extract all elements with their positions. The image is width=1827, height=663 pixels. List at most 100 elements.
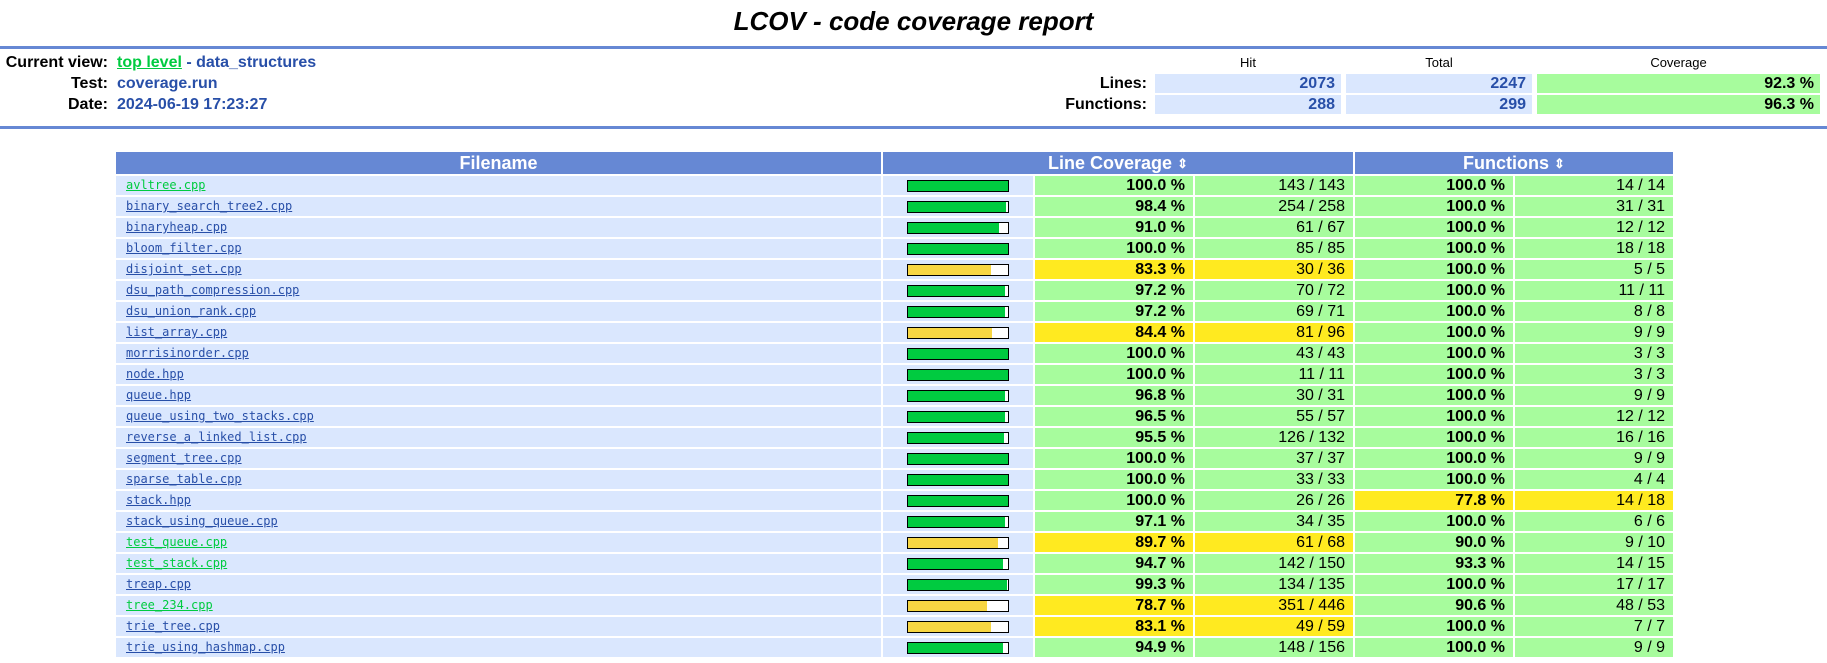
coverage-bar-cell — [883, 323, 1033, 342]
file-link[interactable]: disjoint_set.cpp — [126, 262, 242, 276]
function-coverage-percent: 100.0 % — [1355, 197, 1513, 216]
line-coverage-count: 85 / 85 — [1195, 239, 1353, 258]
top-level-link[interactable]: top level — [117, 54, 182, 71]
filename-cell: sparse_table.cpp — [116, 470, 881, 489]
coverage-bar-cell — [883, 596, 1033, 615]
file-link[interactable]: test_stack.cpp — [126, 556, 228, 570]
filename-cell: treap.cpp — [116, 575, 881, 594]
file-link[interactable]: bloom_filter.cpp — [126, 241, 242, 255]
summary-header-row: Hit Total Coverage — [1058, 53, 1820, 74]
coverage-bar-fill — [908, 348, 1008, 359]
line-coverage-percent: 100.0 % — [1035, 344, 1193, 363]
function-coverage-percent: 100.0 % — [1355, 218, 1513, 237]
coverage-bar-cell — [883, 407, 1033, 426]
coverage-bar-cell — [883, 239, 1033, 258]
coverage-bar-cell — [883, 197, 1033, 216]
coverage-bar — [907, 473, 1009, 486]
filename-header[interactable]: Filename — [116, 152, 881, 174]
file-link[interactable]: stack.hpp — [126, 493, 192, 507]
coverage-bar-fill — [908, 243, 1008, 254]
function-coverage-percent: 100.0 % — [1355, 386, 1513, 405]
line-coverage-header[interactable]: Line Coverage ⇕ — [883, 152, 1353, 174]
file-link[interactable]: trie_using_hashmap.cpp — [126, 640, 285, 654]
functions-hit: 288 — [1155, 95, 1341, 114]
coverage-bar-fill — [908, 369, 1008, 380]
file-link[interactable]: dsu_path_compression.cpp — [126, 283, 300, 297]
file-link[interactable]: test_queue.cpp — [126, 535, 228, 549]
file-link[interactable]: reverse_a_linked_list.cpp — [126, 430, 307, 444]
coverage-bar — [907, 179, 1009, 192]
functions-header[interactable]: Functions ⇕ — [1355, 152, 1673, 174]
file-link[interactable]: queue_using_two_stacks.cpp — [126, 409, 314, 423]
table-row: dsu_union_rank.cpp 97.2 % 69 / 71 100.0 % 8 … — [116, 302, 1673, 321]
functions-total: 299 — [1346, 95, 1532, 114]
coverage-bar — [907, 326, 1009, 339]
coverage-bar-fill — [908, 201, 1006, 212]
coverage-bar-fill — [908, 390, 1005, 401]
coverage-bar-fill — [908, 222, 999, 233]
function-coverage-percent: 100.0 % — [1355, 365, 1513, 384]
table-row: queue_using_two_stacks.cpp 96.5 % 55 / 57 1… — [116, 407, 1673, 426]
sort-updown-icon[interactable]: ⇕ — [1554, 155, 1565, 171]
line-coverage-percent: 96.8 % — [1035, 386, 1193, 405]
coverage-bar-cell — [883, 533, 1033, 552]
file-link[interactable]: morrisinorder.cpp — [126, 346, 249, 360]
table-row: avltree.cpp 100.0 % 143 / 143 100.0 % 14 / 1… — [116, 176, 1673, 195]
table-row: binary_search_tree2.cpp 98.4 % 254 / 258 10… — [116, 197, 1673, 216]
function-coverage-count: 4 / 4 — [1515, 470, 1673, 489]
file-link[interactable]: stack_using_queue.cpp — [126, 514, 278, 528]
coverage-bar — [907, 515, 1009, 528]
coverage-bar-fill — [908, 327, 992, 338]
coverage-bar — [907, 200, 1009, 213]
coverage-bar-cell — [883, 176, 1033, 195]
file-link[interactable]: trie_tree.cpp — [126, 619, 220, 633]
coverage-bar — [907, 347, 1009, 360]
line-coverage-count: 37 / 37 — [1195, 449, 1353, 468]
function-coverage-count: 14 / 15 — [1515, 554, 1673, 573]
function-coverage-percent: 77.8 % — [1355, 491, 1513, 510]
line-coverage-count: 34 / 35 — [1195, 512, 1353, 531]
coverage-bar — [907, 368, 1009, 381]
function-coverage-count: 9 / 10 — [1515, 533, 1673, 552]
function-coverage-percent: 100.0 % — [1355, 512, 1513, 531]
sort-updown-icon[interactable]: ⇕ — [1177, 155, 1188, 171]
file-link[interactable]: binaryheap.cpp — [126, 220, 228, 234]
function-coverage-count: 12 / 12 — [1515, 218, 1673, 237]
top-divider — [0, 46, 1827, 49]
coverage-bar-cell — [883, 386, 1033, 405]
file-link[interactable]: segment_tree.cpp — [126, 451, 242, 465]
line-coverage-percent: 100.0 % — [1035, 365, 1193, 384]
function-coverage-count: 5 / 5 — [1515, 260, 1673, 279]
coverage-bar — [907, 641, 1009, 654]
function-coverage-count: 3 / 3 — [1515, 365, 1673, 384]
coverage-bar-fill — [908, 621, 991, 632]
coverage-bar-fill — [908, 432, 1004, 443]
date-row: Date: 2024-06-19 17:23:27 — [0, 94, 316, 115]
function-coverage-count: 11 / 11 — [1515, 281, 1673, 300]
file-link[interactable]: sparse_table.cpp — [126, 472, 242, 486]
file-link[interactable]: node.hpp — [126, 367, 184, 381]
line-coverage-percent: 97.1 % — [1035, 512, 1193, 531]
function-coverage-percent: 100.0 % — [1355, 176, 1513, 195]
file-link[interactable]: avltree.cpp — [126, 178, 206, 192]
file-link[interactable]: dsu_union_rank.cpp — [126, 304, 257, 318]
table-row: reverse_a_linked_list.cpp 95.5 % 126 / 132… — [116, 428, 1673, 447]
file-link[interactable]: binary_search_tree2.cpp — [126, 199, 293, 213]
line-coverage-count: 33 / 33 — [1195, 470, 1353, 489]
file-link[interactable]: list_array.cpp — [126, 325, 228, 339]
coverage-bar-cell — [883, 302, 1033, 321]
file-link[interactable]: tree_234.cpp — [126, 598, 213, 612]
filename-cell: bloom_filter.cpp — [116, 239, 881, 258]
filename-cell: reverse_a_linked_list.cpp — [116, 428, 881, 447]
page-title: LCOV - code coverage report — [733, 6, 1094, 36]
coverage-bar-fill — [908, 453, 1008, 464]
filename-cell: stack.hpp — [116, 491, 881, 510]
coverage-bar-cell — [883, 512, 1033, 531]
coverage-bar — [907, 221, 1009, 234]
filename-cell: binary_search_tree2.cpp — [116, 197, 881, 216]
coverage-bar — [907, 431, 1009, 444]
file-link[interactable]: treap.cpp — [126, 577, 192, 591]
filename-cell: tree_234.cpp — [116, 596, 881, 615]
coverage-bar-cell — [883, 617, 1033, 636]
file-link[interactable]: queue.hpp — [126, 388, 192, 402]
